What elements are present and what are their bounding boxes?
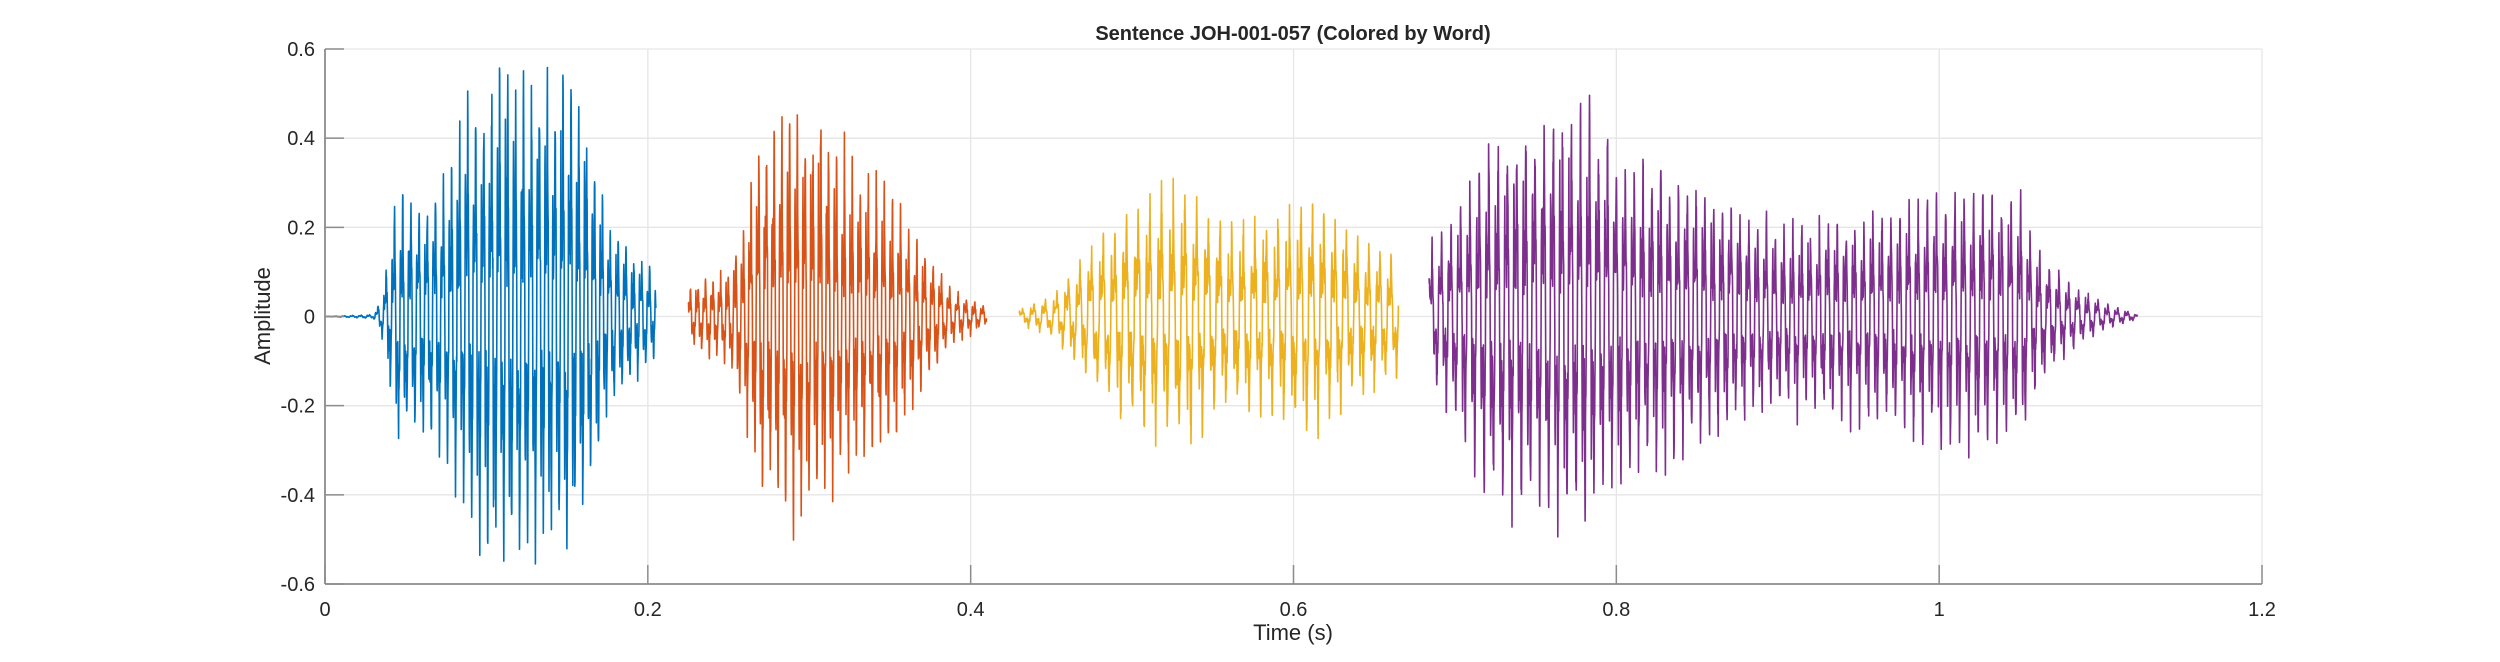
y-tick-label: -0.2: [281, 396, 315, 418]
x-tick-label: 0: [319, 599, 330, 621]
y-tick-label: 0.6: [287, 39, 315, 61]
axes: 0 0.2 0.4 0.6 0.8 1 1.2 -0.6 -0.4 -0.2 0 0.2 0.4 0.6: [281, 39, 2276, 621]
y-axis-label: Amplitude: [250, 267, 275, 365]
waveform-word-4: [1428, 94, 2139, 538]
waveform-word-3: [1018, 177, 1400, 447]
waveform-word-2: [687, 114, 988, 541]
x-tick-label: 1.2: [2248, 599, 2276, 621]
waveform-word-1: [324, 66, 657, 565]
x-tick-label: 0.4: [957, 599, 985, 621]
y-tick-label: -0.6: [281, 574, 315, 596]
y-tick-label: -0.4: [281, 485, 315, 507]
y-tick-label: 0: [304, 307, 315, 329]
chart-title: Sentence JOH-001-057 (Colored by Word): [1095, 23, 1490, 45]
x-tick-label: 0.8: [1602, 599, 1630, 621]
series-group: [324, 66, 2139, 565]
x-tick-label: 0.2: [634, 599, 662, 621]
y-tick-label: 0.2: [287, 217, 315, 239]
y-tick-label: 0.4: [287, 128, 315, 150]
x-tick-label: 1: [1934, 599, 1945, 621]
x-axis-label: Time (s): [1253, 620, 1333, 645]
x-tick-label: 0.6: [1280, 599, 1308, 621]
